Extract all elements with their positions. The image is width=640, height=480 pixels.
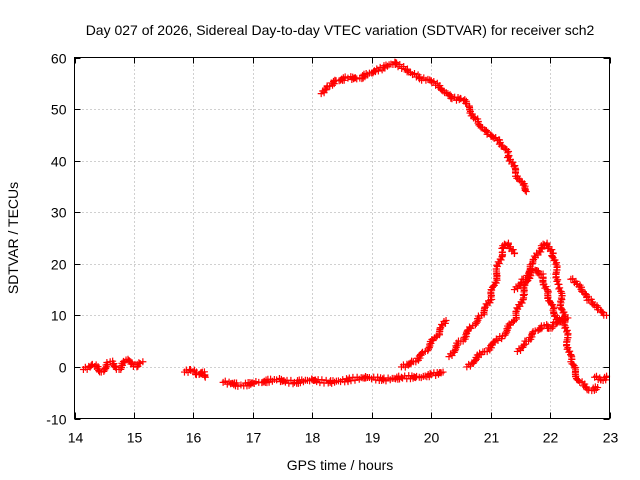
data-point — [537, 325, 545, 333]
data-point — [249, 379, 257, 387]
data-point — [421, 372, 429, 380]
grid — [74, 57, 610, 419]
data-point — [374, 373, 382, 381]
data-point — [410, 69, 418, 77]
data-point — [234, 382, 242, 390]
data-point — [603, 373, 611, 381]
data-point — [439, 368, 447, 376]
data-point — [544, 293, 552, 301]
x-tick-label: 21 — [484, 430, 500, 446]
data-point — [135, 359, 143, 367]
y-axis-label: SDTVAR / TECUs — [5, 182, 21, 294]
data-point — [497, 256, 505, 264]
ticks: 14 15 16 17 18 19 20 21 22 23 -10 0 10 20 30 40 50 60 — [46, 51, 618, 446]
data-point — [233, 379, 241, 387]
data-point — [397, 373, 405, 381]
data-point — [201, 373, 209, 381]
x-tick-label: 14 — [68, 430, 84, 446]
data-point — [139, 358, 147, 366]
data-point — [594, 384, 602, 392]
data-point — [548, 246, 556, 254]
data-point — [603, 311, 611, 319]
y-tick-label: 60 — [51, 51, 67, 67]
y-tick-label: 20 — [51, 257, 67, 273]
data-point — [494, 336, 502, 344]
y-tick-label: 30 — [51, 205, 67, 221]
data-point — [566, 347, 574, 355]
x-tick-label: 16 — [186, 430, 202, 446]
data-point — [340, 76, 348, 84]
data-points — [79, 58, 611, 395]
x-tick-label: 18 — [305, 430, 321, 446]
data-point — [424, 347, 432, 355]
data-point — [495, 260, 503, 268]
data-point — [442, 317, 450, 325]
data-point — [509, 246, 517, 254]
data-point — [453, 341, 461, 349]
plot-frame — [74, 57, 610, 419]
data-point — [476, 349, 484, 357]
data-point — [482, 127, 490, 135]
y-tick-label: 50 — [51, 102, 67, 118]
data-point — [522, 188, 530, 196]
data-point — [548, 252, 556, 260]
data-point — [426, 369, 434, 377]
y-tick-label: 10 — [51, 308, 67, 324]
x-axis-label: GPS time / hours — [287, 457, 394, 473]
data-point — [461, 96, 469, 104]
x-tick-label: 20 — [424, 430, 440, 446]
chart-title: Day 027 of 2026, Sidereal Day-to-day VTE… — [86, 22, 595, 38]
data-point — [383, 62, 391, 70]
data-point — [556, 284, 564, 292]
data-point — [510, 249, 518, 257]
data-point — [554, 280, 562, 288]
data-point — [418, 349, 426, 357]
data-point — [560, 320, 568, 328]
data-point — [439, 87, 447, 95]
data-point — [359, 74, 367, 82]
data-point — [446, 91, 454, 99]
data-point — [408, 357, 416, 365]
x-tick-label: 23 — [603, 430, 619, 446]
x-tick-label: 17 — [246, 430, 262, 446]
y-tick-label: 40 — [51, 154, 67, 170]
data-point — [322, 86, 330, 94]
data-point — [592, 372, 600, 380]
data-point — [564, 314, 572, 322]
x-tick-label: 22 — [543, 430, 559, 446]
y-tick-label: 0 — [59, 360, 67, 376]
data-point — [374, 67, 382, 75]
data-point — [128, 359, 136, 367]
data-point — [87, 362, 95, 370]
data-point — [466, 323, 474, 331]
data-point — [518, 299, 526, 307]
data-point — [329, 81, 337, 89]
data-point — [549, 323, 557, 331]
data-point — [564, 344, 572, 352]
data-point — [265, 378, 273, 386]
data-point — [543, 321, 551, 329]
data-point — [501, 331, 509, 339]
x-tick-label: 19 — [365, 430, 381, 446]
x-tick-label: 15 — [127, 430, 143, 446]
data-point — [542, 283, 550, 291]
data-point — [393, 59, 401, 67]
y-tick-label: -10 — [46, 412, 66, 428]
data-point — [396, 60, 404, 68]
